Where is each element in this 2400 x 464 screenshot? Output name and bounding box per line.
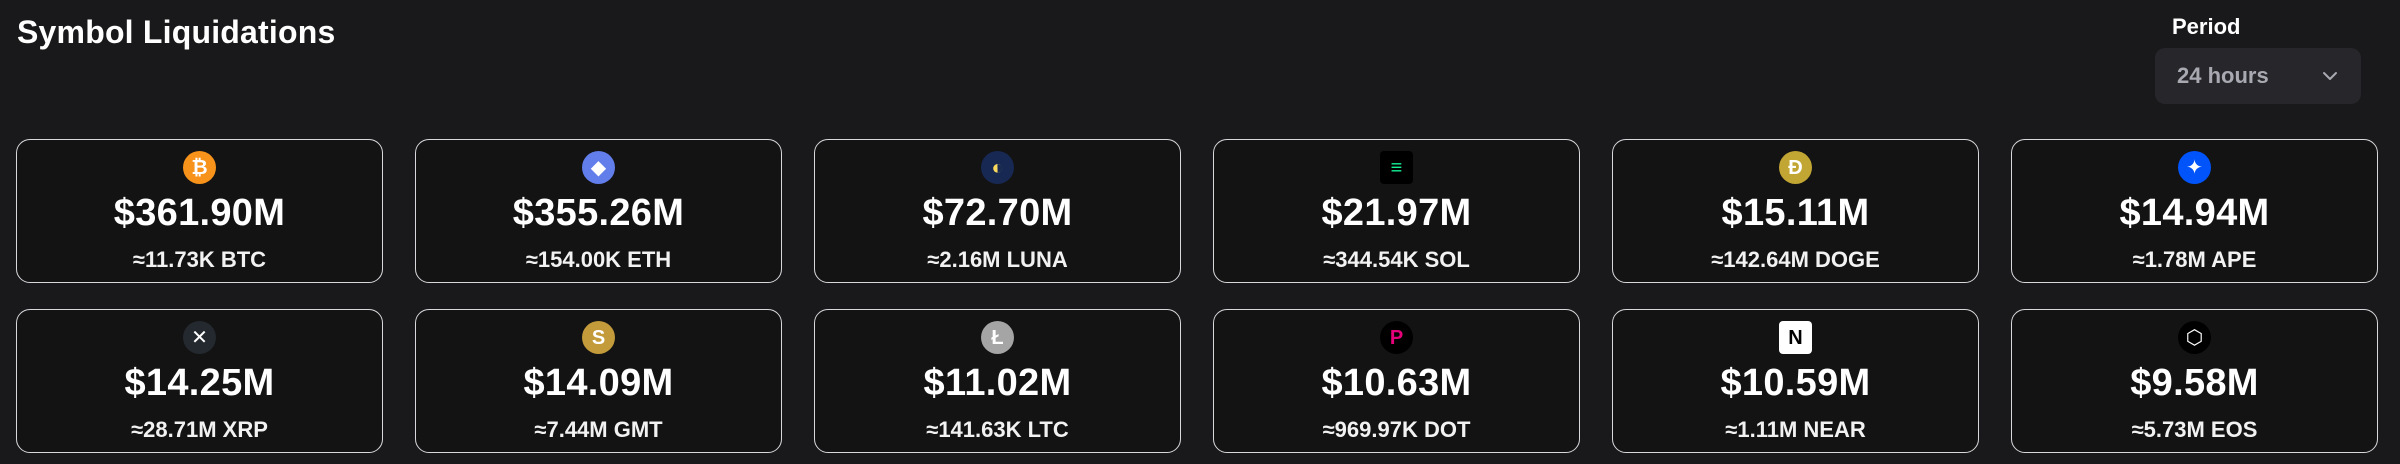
liquidation-amount: $355.26M xyxy=(512,192,685,234)
symbol-card-btc[interactable]: ₿ $361.90M ≈11.73K BTC xyxy=(16,139,383,283)
liquidation-amount: $14.94M xyxy=(2119,192,2270,234)
liquidation-quantity: ≈7.44M GMT xyxy=(534,417,663,442)
liquidation-amount: $361.90M xyxy=(113,192,286,234)
period-label: Period xyxy=(2172,14,2241,39)
ltc-icon: Ł xyxy=(981,321,1014,354)
liquidation-amount: $21.97M xyxy=(1321,192,1472,234)
symbol-card-gmt[interactable]: S $14.09M ≈7.44M GMT xyxy=(415,309,782,453)
liquidation-quantity: ≈141.63K LTC xyxy=(926,417,1069,442)
xrp-icon: ✕ xyxy=(183,321,216,354)
liquidation-amount: $9.58M xyxy=(2130,362,2259,404)
liquidation-amount: $14.09M xyxy=(523,362,674,404)
symbol-card-doge[interactable]: Ð $15.11M ≈142.64M DOGE xyxy=(1612,139,1979,283)
liquidation-quantity: ≈5.73M EOS xyxy=(2131,417,2258,442)
near-icon: N xyxy=(1779,321,1812,354)
liquidation-amount: $10.59M xyxy=(1720,362,1871,404)
liquidation-quantity: ≈28.71M XRP xyxy=(131,417,268,442)
liquidation-quantity: ≈344.54K SOL xyxy=(1323,247,1470,272)
eth-icon: ◆ xyxy=(582,151,615,184)
liquidation-quantity: ≈1.11M NEAR xyxy=(1725,417,1866,442)
liquidation-quantity: ≈969.97K DOT xyxy=(1322,417,1471,442)
symbol-card-luna[interactable]: ◐ $72.70M ≈2.16M LUNA xyxy=(814,139,1181,283)
symbol-card-xrp[interactable]: ✕ $14.25M ≈28.71M XRP xyxy=(16,309,383,453)
sol-icon: ≡ xyxy=(1380,151,1413,184)
liquidation-quantity: ≈2.16M LUNA xyxy=(927,247,1068,272)
period-value: 24 hours xyxy=(2177,63,2269,88)
symbol-card-near[interactable]: N $10.59M ≈1.11M NEAR xyxy=(1612,309,1979,453)
liquidation-quantity: ≈11.73K BTC xyxy=(132,247,267,272)
period-select[interactable]: 24 hours xyxy=(2155,48,2361,104)
symbol-card-ape[interactable]: ✦ $14.94M ≈1.78M APE xyxy=(2011,139,2378,283)
symbol-card-eos[interactable]: ⬡ $9.58M ≈5.73M EOS xyxy=(2011,309,2378,453)
btc-icon: ₿ xyxy=(183,151,216,184)
liquidation-amount: $72.70M xyxy=(922,192,1073,234)
symbol-card-eth[interactable]: ◆ $355.26M ≈154.00K ETH xyxy=(415,139,782,283)
ape-icon: ✦ xyxy=(2178,151,2211,184)
liquidation-quantity: ≈142.64M DOGE xyxy=(1711,247,1880,272)
gmt-icon: S xyxy=(582,321,615,354)
liquidation-amount: $14.25M xyxy=(124,362,275,404)
symbol-card-dot[interactable]: P $10.63M ≈969.97K DOT xyxy=(1213,309,1580,453)
liquidation-quantity: ≈1.78M APE xyxy=(2132,247,2257,272)
luna-icon: ◐ xyxy=(981,151,1014,184)
symbol-grid: ₿ $361.90M ≈11.73K BTC ◆ $355.26M ≈154.00K ET… xyxy=(16,139,2378,453)
dot-icon: P xyxy=(1380,321,1413,354)
symbol-card-ltc[interactable]: Ł $11.02M ≈141.63K LTC xyxy=(814,309,1181,453)
page-title: Symbol Liquidations xyxy=(17,14,336,50)
doge-icon: Ð xyxy=(1779,151,1812,184)
liquidation-amount: $11.02M xyxy=(923,362,1072,404)
liquidation-amount: $15.11M xyxy=(1721,192,1870,234)
symbol-card-sol[interactable]: ≡ $21.97M ≈344.54K SOL xyxy=(1213,139,1580,283)
eos-icon: ⬡ xyxy=(2178,321,2211,354)
liquidation-amount: $10.63M xyxy=(1321,362,1472,404)
liquidation-quantity: ≈154.00K ETH xyxy=(525,247,672,272)
chevron-down-icon xyxy=(2323,72,2337,80)
